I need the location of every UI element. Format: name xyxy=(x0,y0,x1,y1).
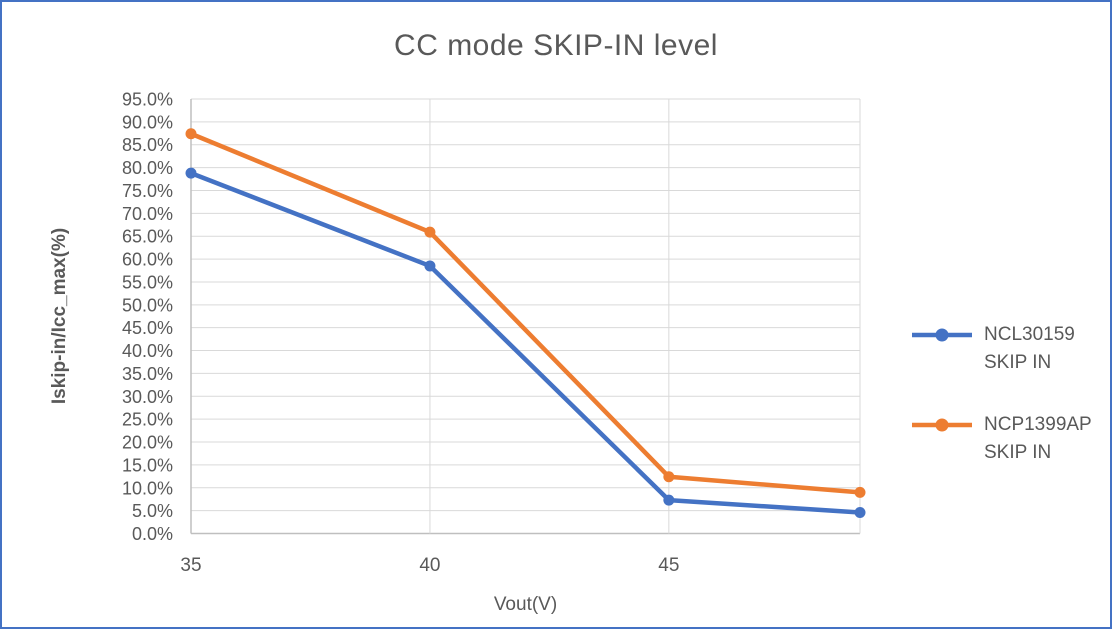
data-point-series-0 xyxy=(854,506,866,518)
y-tick-label: 70.0% xyxy=(122,204,173,224)
legend-label-line2: SKIP IN xyxy=(984,442,1052,463)
y-tick-label: 35.0% xyxy=(122,364,173,384)
legend-label: NCP1399AP SKIP IN xyxy=(984,411,1092,467)
y-tick-label: 55.0% xyxy=(122,272,173,292)
y-tick-label: 5.0% xyxy=(132,501,173,521)
data-point-series-1 xyxy=(185,128,197,140)
legend-item-ncl30159-skip-in: NCL30159 SKIP IN xyxy=(910,321,1075,377)
y-tick-label: 85.0% xyxy=(122,135,173,155)
legend-marker xyxy=(935,418,949,432)
y-tick-label: 80.0% xyxy=(122,158,173,178)
data-point-series-0 xyxy=(663,494,675,506)
legend-marker xyxy=(935,328,949,342)
data-point-series-1 xyxy=(854,486,866,498)
x-tick-label: 40 xyxy=(419,555,440,576)
data-point-series-1 xyxy=(663,471,675,483)
chart-title: CC mode SKIP-IN level xyxy=(394,29,718,62)
y-tick-label: 15.0% xyxy=(122,455,173,475)
y-tick-label: 45.0% xyxy=(122,318,173,338)
legend: NCL30159 SKIP IN NCP1399AP SKIP IN xyxy=(910,2,1110,627)
y-tick-label: 10.0% xyxy=(122,478,173,498)
data-point-series-0 xyxy=(424,260,436,272)
legend-label-line1: NCL30159 xyxy=(984,324,1075,345)
legend-item-ncp1399ap-skip-in: NCP1399AP SKIP IN xyxy=(910,411,1092,467)
y-tick-label: 40.0% xyxy=(122,341,173,361)
legend-label-line1: NCP1399AP xyxy=(984,414,1092,435)
y-tick-label: 60.0% xyxy=(122,250,173,270)
x-tick-label: 35 xyxy=(180,555,201,576)
y-tick-label: 95.0% xyxy=(122,90,173,110)
y-tick-label: 20.0% xyxy=(122,433,173,453)
data-point-series-0 xyxy=(185,167,197,179)
y-tick-label: 75.0% xyxy=(122,181,173,201)
y-tick-label: 25.0% xyxy=(122,410,173,430)
x-tick-label: 45 xyxy=(658,555,679,576)
y-tick-label: 65.0% xyxy=(122,227,173,247)
legend-line-marker-icon xyxy=(912,418,972,432)
y-tick-label: 90.0% xyxy=(122,112,173,132)
x-axis-title: Vout(V) xyxy=(493,594,558,615)
y-tick-label: 50.0% xyxy=(122,295,173,315)
legend-label-line2: SKIP IN xyxy=(984,352,1052,373)
series-line-0 xyxy=(188,170,863,515)
legend-line-marker-icon xyxy=(912,328,972,342)
legend-label: NCL30159 SKIP IN xyxy=(984,321,1075,377)
y-tick-label: 30.0% xyxy=(122,387,173,407)
data-point-series-1 xyxy=(424,226,436,238)
series-line-1 xyxy=(188,131,863,495)
y-tick-label: 0.0% xyxy=(132,524,173,544)
